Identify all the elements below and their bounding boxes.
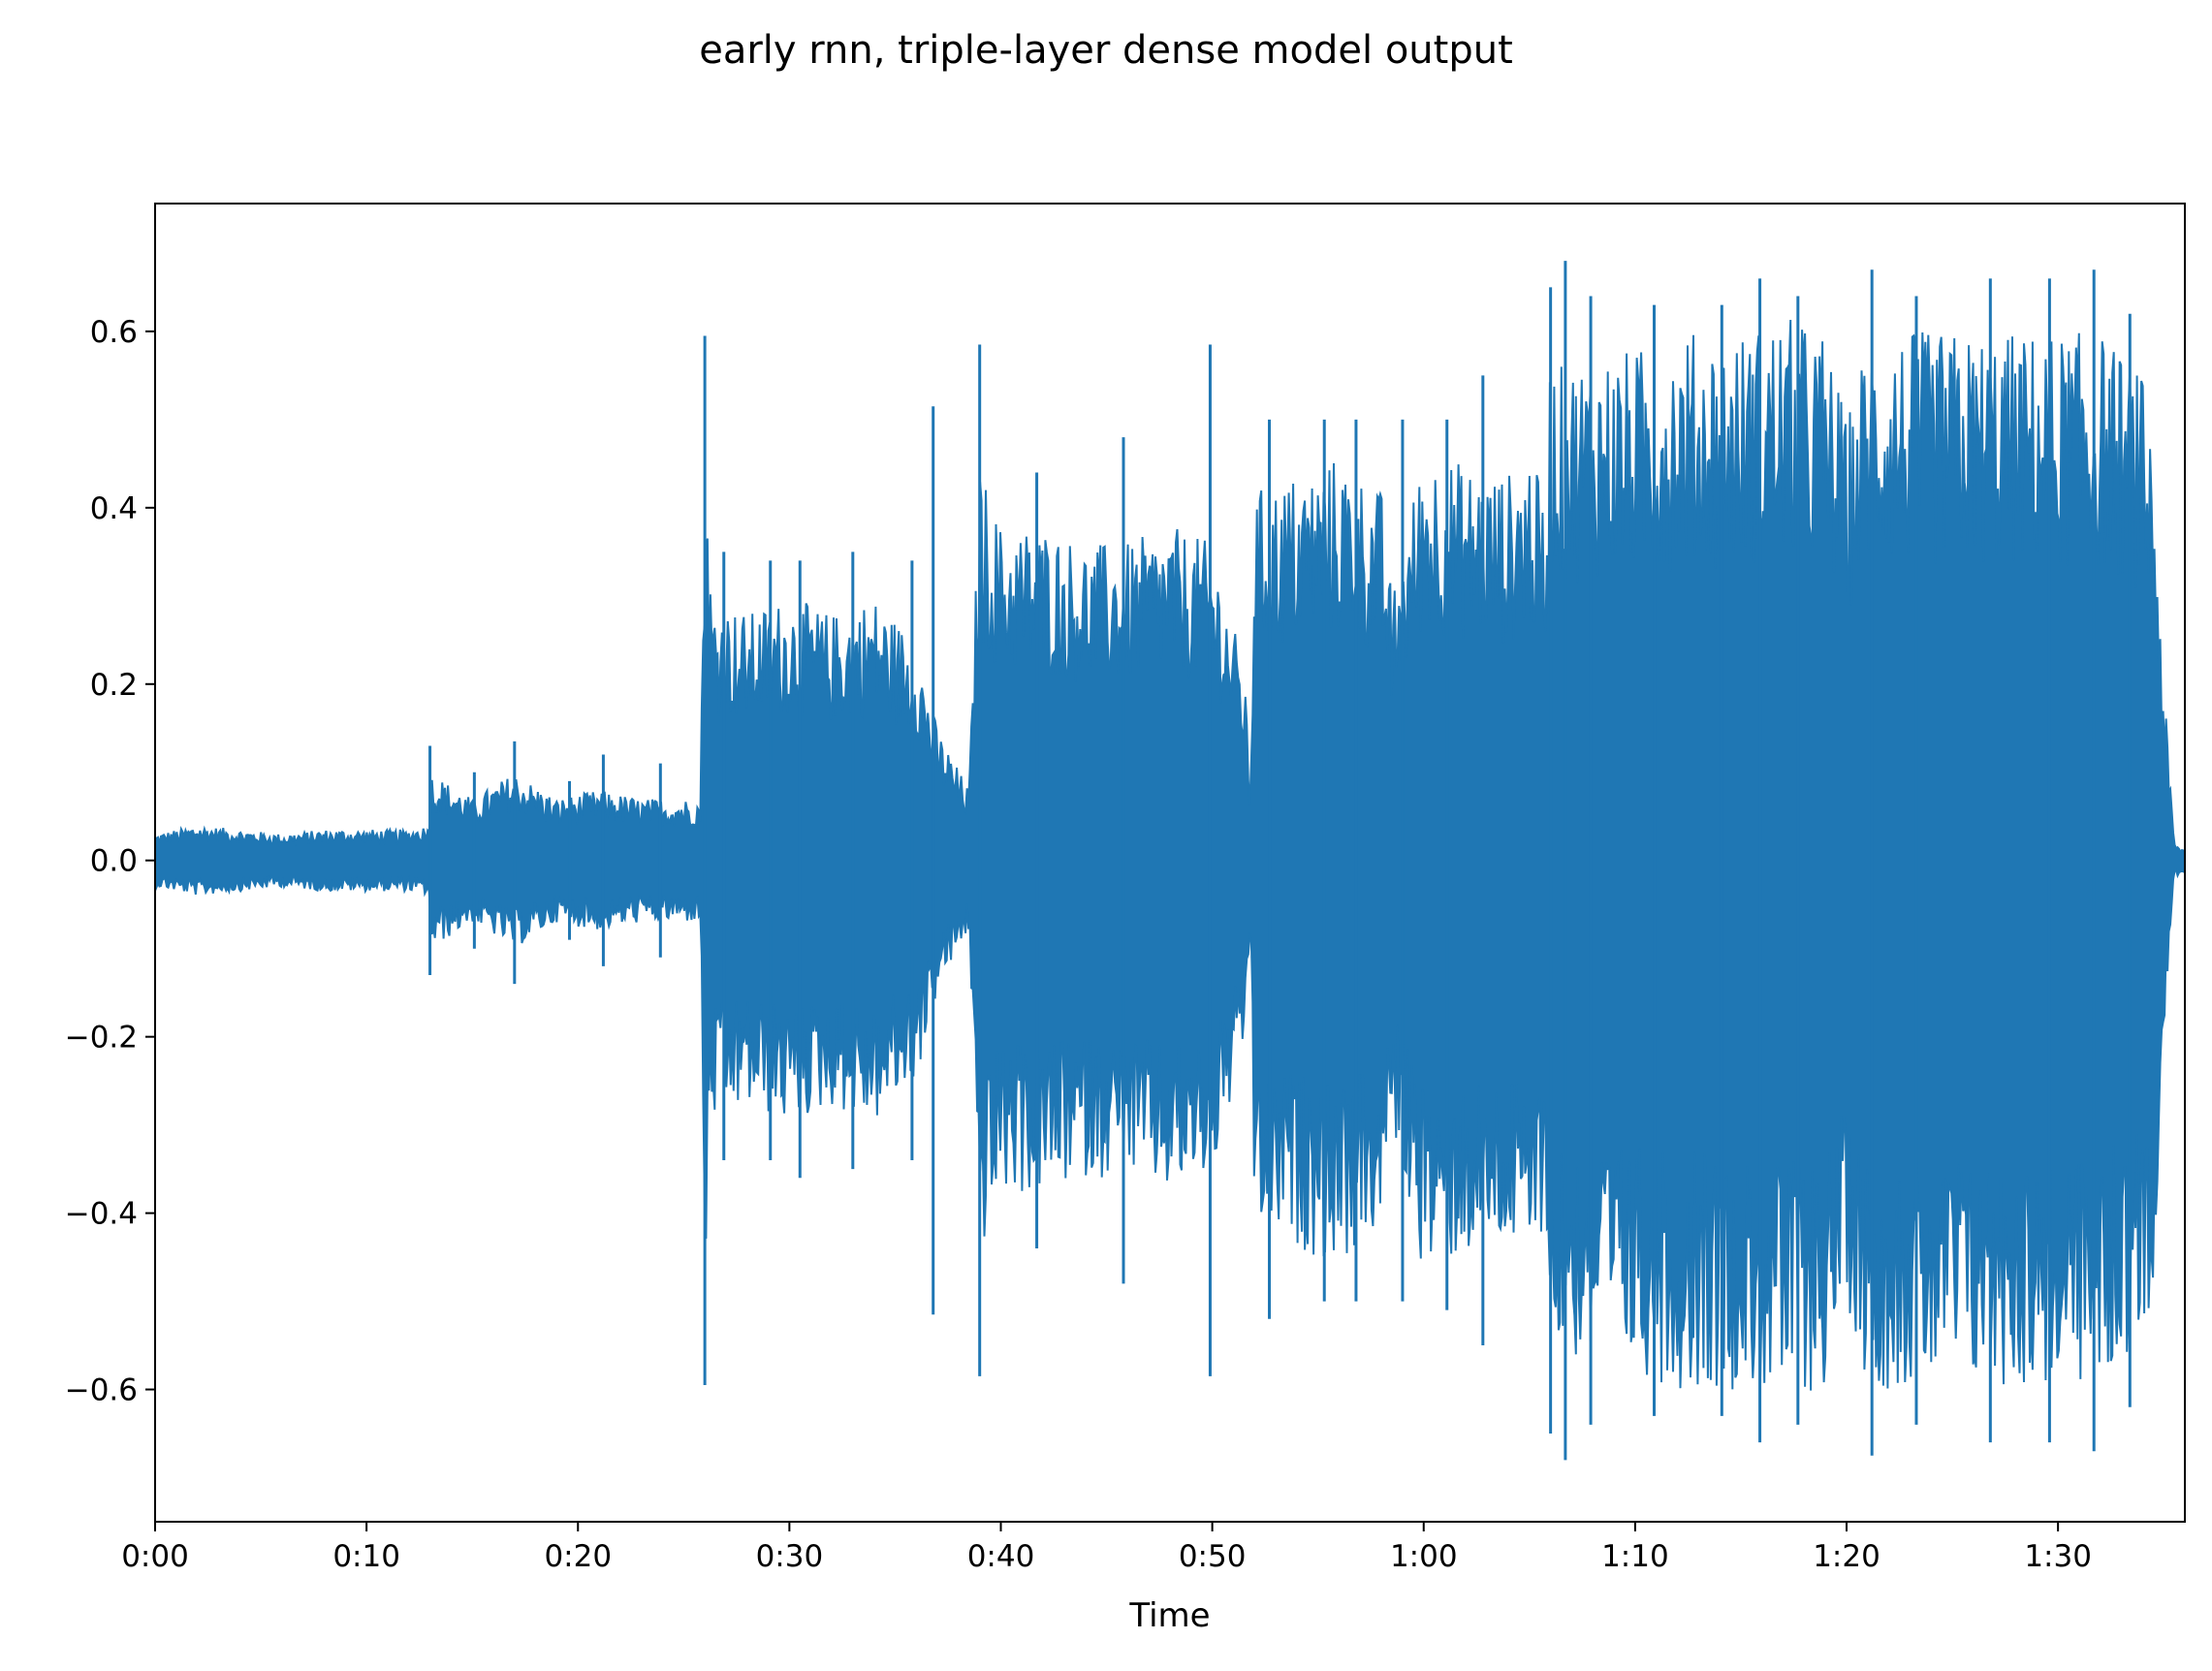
y-tick-label: 0.4 <box>90 491 138 526</box>
x-tick-label: 0:40 <box>967 1539 1035 1574</box>
x-axis-title: Time <box>1128 1596 1210 1635</box>
chart-title: early rnn, triple-layer dense model outp… <box>699 28 1513 73</box>
x-axis: 0:00 0:10 0:20 0:30 0:40 0:50 1:00 1:10 1:20 1:30 <box>121 1522 2092 1574</box>
waveform-transients <box>428 261 2132 1461</box>
waveform-series <box>155 319 2185 1391</box>
x-tick-label: 0:20 <box>544 1539 612 1574</box>
y-axis: 0.6 0.4 0.2 0.0 −0.2 −0.4 −0.6 <box>65 315 155 1408</box>
y-tick-label: −0.2 <box>65 1021 138 1056</box>
x-tick-label: 1:10 <box>1601 1539 1669 1574</box>
y-tick-label: 0.6 <box>90 315 138 350</box>
x-tick-label: 1:30 <box>2024 1539 2092 1574</box>
y-tick-label: −0.6 <box>65 1373 138 1408</box>
x-tick-label: 0:50 <box>1179 1539 1247 1574</box>
y-tick-label: −0.4 <box>65 1197 138 1232</box>
x-tick-label: 1:00 <box>1390 1539 1458 1574</box>
plot-frame <box>154 203 2186 1523</box>
plot-area <box>155 261 2185 1461</box>
x-tick-label: 0:30 <box>756 1539 824 1574</box>
y-tick-label: 0.2 <box>90 668 138 703</box>
y-tick-label: 0.0 <box>90 844 138 879</box>
x-tick-label: 1:20 <box>1813 1539 1880 1574</box>
x-tick-label: 0:00 <box>121 1539 189 1574</box>
x-tick-label: 0:10 <box>332 1539 400 1574</box>
